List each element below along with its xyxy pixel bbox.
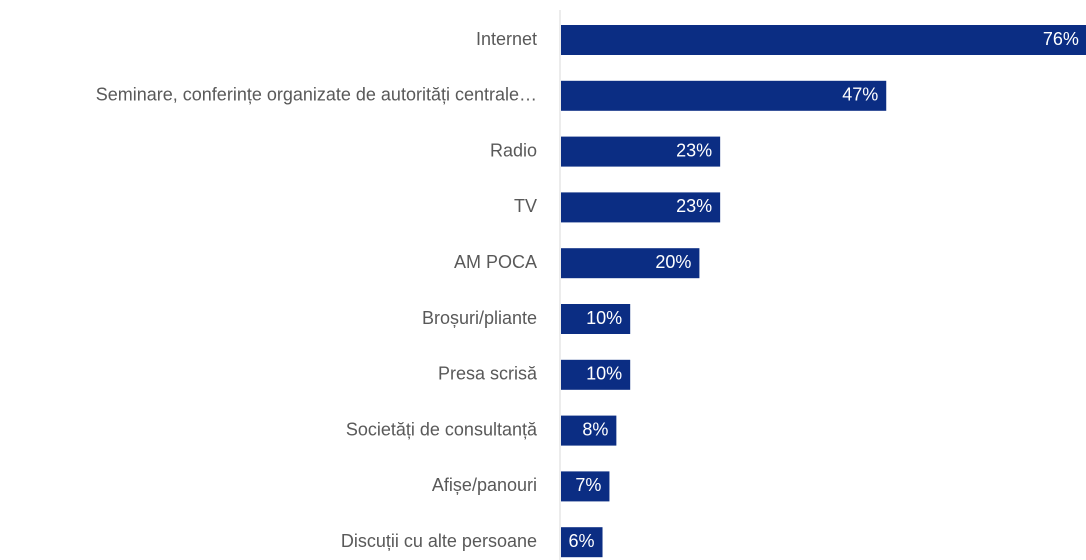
value-label: 20%: [655, 252, 691, 272]
bar: [561, 471, 610, 502]
bar: [561, 527, 603, 558]
category-label: Presa scrisă: [438, 364, 538, 384]
value-label: 6%: [569, 531, 595, 551]
value-label: 7%: [575, 475, 601, 495]
value-label: 8%: [582, 419, 608, 439]
category-label: AM POCA: [454, 252, 537, 272]
category-label: Broșuri/pliante: [422, 308, 537, 328]
bar: [561, 359, 631, 390]
bar: [561, 248, 700, 279]
value-label: 10%: [586, 364, 622, 384]
value-label: 47%: [842, 85, 878, 105]
bar: [561, 25, 1086, 55]
bar: [561, 136, 721, 167]
category-label: Radio: [490, 140, 537, 160]
category-label: Discuții cu alte persoane: [341, 531, 537, 551]
category-label: Afișe/panouri: [432, 475, 537, 495]
category-label: TV: [514, 196, 537, 216]
bar: [561, 304, 631, 334]
value-label: 23%: [676, 196, 712, 216]
value-label: 23%: [676, 140, 712, 160]
value-label: 76%: [1043, 29, 1079, 49]
bar: [561, 415, 617, 446]
category-label: Societăți de consultanță: [346, 419, 538, 439]
category-label: Internet: [476, 29, 537, 49]
value-label: 10%: [586, 308, 622, 328]
bar: [561, 192, 721, 223]
bar: [561, 80, 887, 111]
category-label: Seminare, conferințe organizate de autor…: [96, 85, 537, 105]
